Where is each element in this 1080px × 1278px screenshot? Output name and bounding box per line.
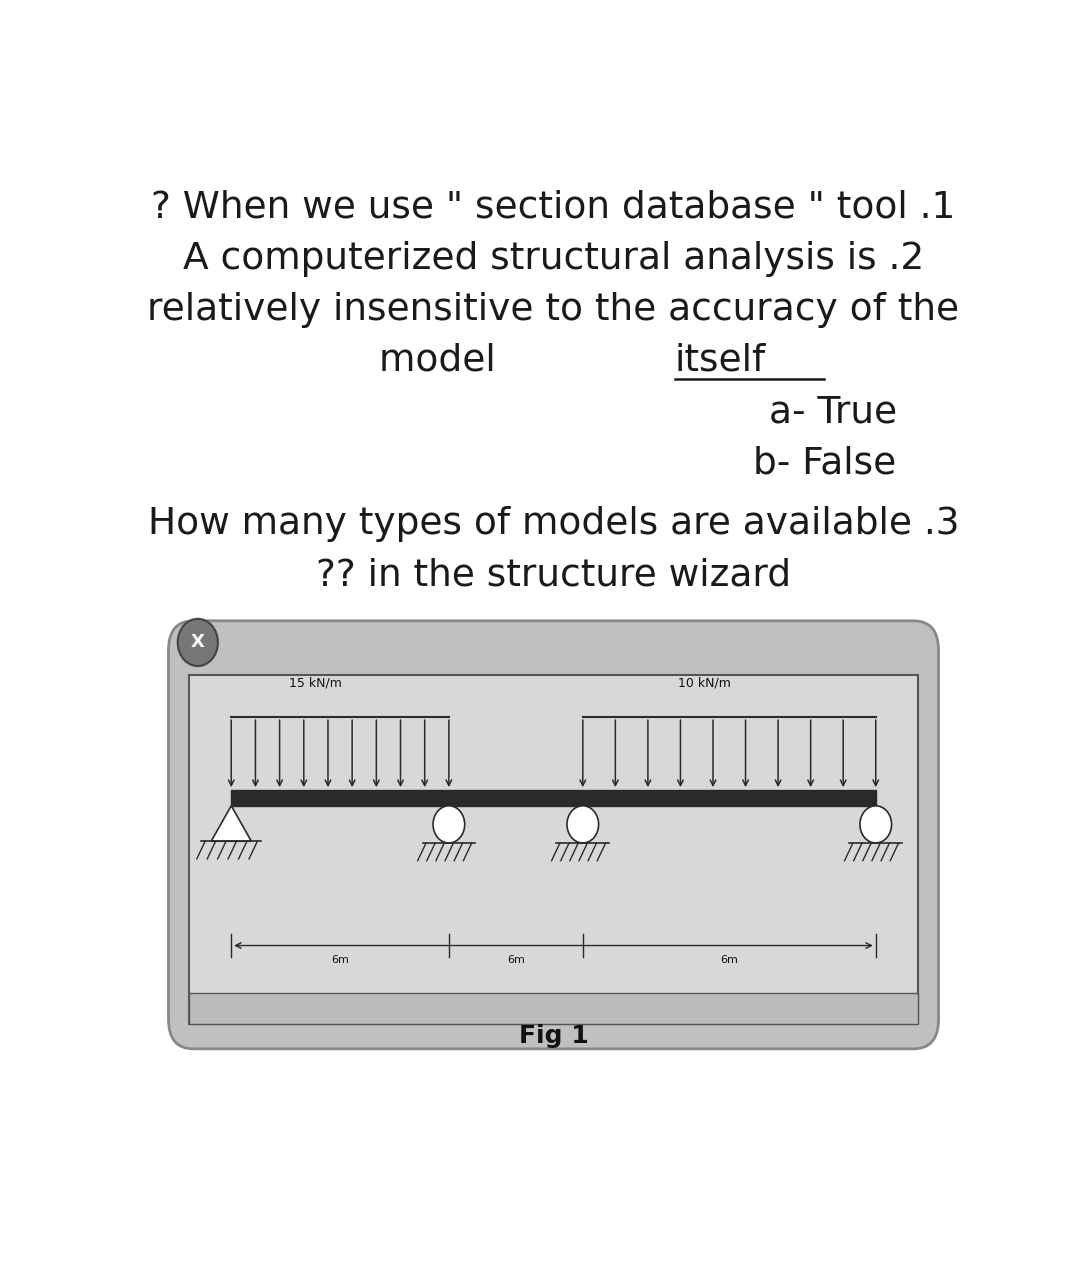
Text: ? When we use " section database " tool .1: ? When we use " section database " tool …: [151, 189, 956, 225]
Circle shape: [567, 806, 598, 843]
Text: 10 kN/m: 10 kN/m: [678, 676, 730, 690]
Text: Fig 1: Fig 1: [518, 1024, 589, 1048]
Circle shape: [178, 619, 218, 666]
Text: 15 kN/m: 15 kN/m: [288, 676, 341, 690]
FancyBboxPatch shape: [168, 621, 939, 1049]
Text: 6m: 6m: [332, 956, 349, 965]
Circle shape: [433, 806, 464, 843]
Text: ?? in the structure wizard: ?? in the structure wizard: [316, 557, 791, 593]
Text: How many types of models are available .3: How many types of models are available .…: [148, 506, 959, 542]
Text: relatively insensitive to the accuracy of the: relatively insensitive to the accuracy o…: [148, 291, 959, 328]
Text: model: model: [379, 343, 508, 380]
Text: 6m: 6m: [507, 956, 525, 965]
Text: itself: itself: [675, 343, 766, 380]
Circle shape: [860, 806, 892, 843]
Text: a- True: a- True: [769, 394, 896, 431]
Text: 6m: 6m: [720, 956, 739, 965]
Polygon shape: [212, 806, 252, 841]
Text: b- False: b- False: [754, 445, 896, 482]
Bar: [231, 790, 876, 806]
Text: X: X: [191, 634, 205, 652]
FancyBboxPatch shape: [189, 675, 918, 1024]
Bar: [189, 993, 918, 1024]
Text: A computerized structural analysis is .2: A computerized structural analysis is .2: [183, 240, 924, 276]
